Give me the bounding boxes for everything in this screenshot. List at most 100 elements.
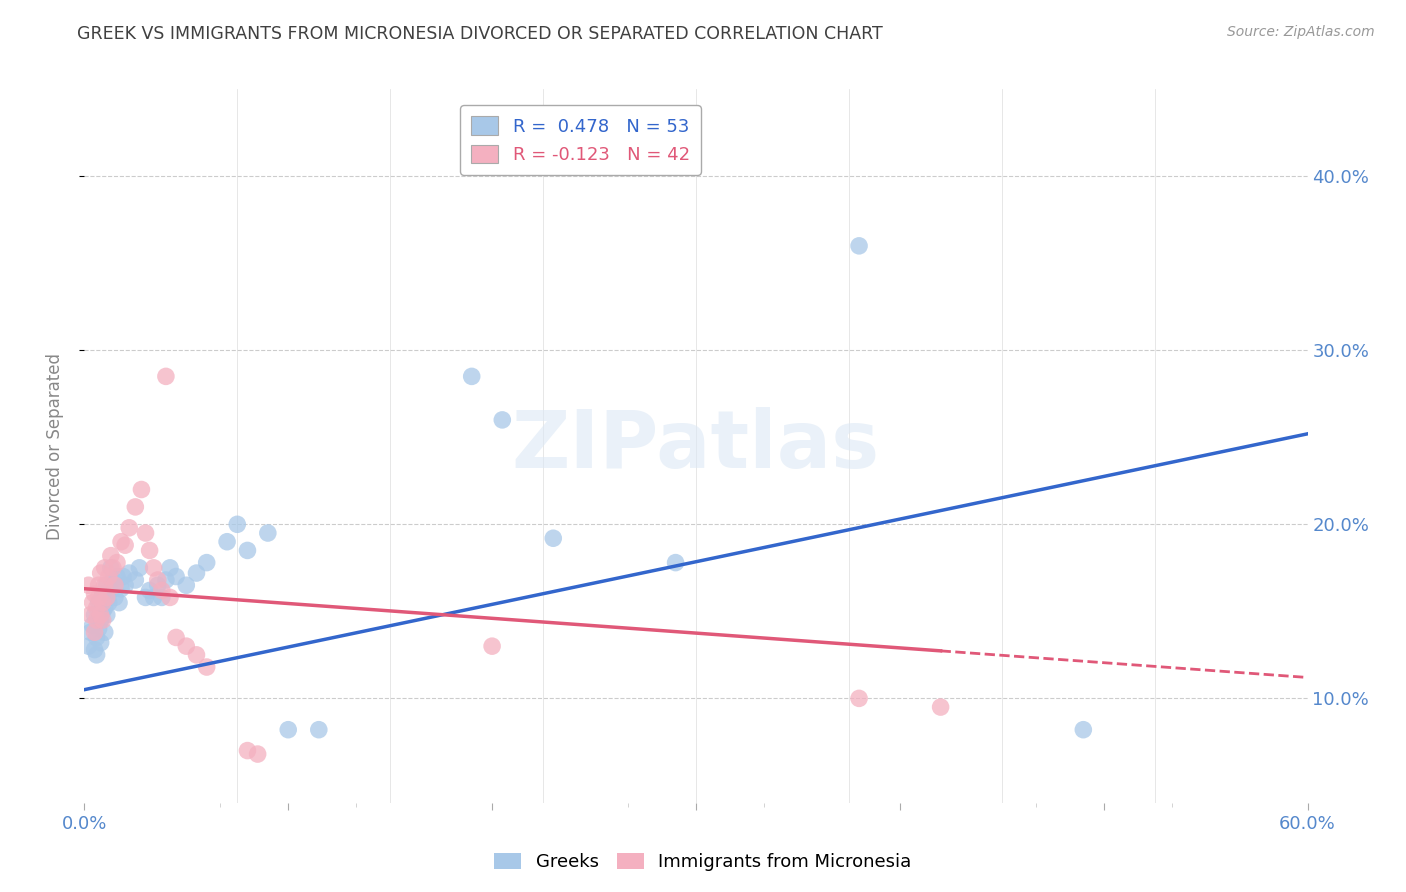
Point [105,569,128,583]
Point [87,622,110,636]
Point [461,369,484,384]
Point [155,573,177,587]
Text: ZIPatlas: ZIPatlas [512,407,880,485]
Point [104,591,127,605]
Point [131,483,153,497]
Point [165,569,187,583]
Point [114,538,136,552]
Point [79,607,101,622]
Point [86,600,108,615]
Point [665,556,688,570]
Point [186,648,208,662]
Point [929,700,952,714]
Point [82,618,104,632]
Point [236,743,259,757]
Point [100,583,122,598]
Point [87,591,110,605]
Point [108,596,131,610]
Point [83,607,105,622]
Point [124,500,146,514]
Point [124,573,146,587]
Text: Source: ZipAtlas.com: Source: ZipAtlas.com [1227,25,1375,39]
Point [114,578,136,592]
Point [90,607,112,622]
Point [93,625,115,640]
Point [138,543,160,558]
Point [90,566,112,580]
Point [165,631,187,645]
Point [87,578,110,592]
Point [118,521,141,535]
Point [91,587,114,601]
Point [226,517,249,532]
Point [174,578,197,592]
Point [159,591,181,605]
Point [848,239,870,253]
Point [217,534,239,549]
Point [101,573,124,587]
Point [83,587,105,601]
Point [101,561,124,575]
Point [105,556,128,570]
Point [97,569,120,583]
Point [77,578,100,592]
Y-axis label: Divorced or Separated: Divorced or Separated [45,352,63,540]
Point [90,613,112,627]
Legend: Greeks, Immigrants from Micronesia: Greeks, Immigrants from Micronesia [486,846,920,879]
Point [110,582,132,596]
Point [195,556,218,570]
Point [142,561,165,575]
Point [96,591,118,605]
Point [112,569,135,583]
Point [1073,723,1095,737]
Point [97,596,120,610]
Point [93,561,115,575]
Point [543,531,565,545]
Point [150,591,173,605]
Point [138,583,160,598]
Point [195,660,218,674]
Point [93,578,115,592]
Point [91,604,114,618]
Point [86,631,108,645]
Point [277,723,299,737]
Point [135,526,157,541]
Point [146,573,169,587]
Point [142,591,165,605]
Point [86,613,108,627]
Point [848,691,870,706]
Point [104,578,127,592]
Point [128,561,150,575]
Point [90,635,112,649]
Point [79,625,101,640]
Point [246,747,269,761]
Point [77,639,100,653]
Point [100,561,122,575]
Text: GREEK VS IMMIGRANTS FROM MICRONESIA DIVORCED OR SEPARATED CORRELATION CHART: GREEK VS IMMIGRANTS FROM MICRONESIA DIVO… [77,25,883,43]
Point [87,596,110,610]
Point [257,526,280,541]
Point [135,591,157,605]
Point [118,566,141,580]
Point [491,413,513,427]
Point [155,369,177,384]
Point [150,583,173,598]
Point [93,600,115,615]
Point [91,596,114,610]
Point [100,549,122,563]
Point [236,543,259,558]
Point [91,613,114,627]
Point [86,648,108,662]
Point [110,534,132,549]
Point [96,607,118,622]
Point [159,561,181,575]
Point [174,639,197,653]
Point [82,596,104,610]
Point [481,639,503,653]
Point [96,578,118,592]
Point [83,642,105,657]
Point [83,625,105,640]
Point [146,578,169,592]
Legend: R =  0.478   N = 53, R = -0.123   N = 42: R = 0.478 N = 53, R = -0.123 N = 42 [460,105,700,175]
Point [308,723,330,737]
